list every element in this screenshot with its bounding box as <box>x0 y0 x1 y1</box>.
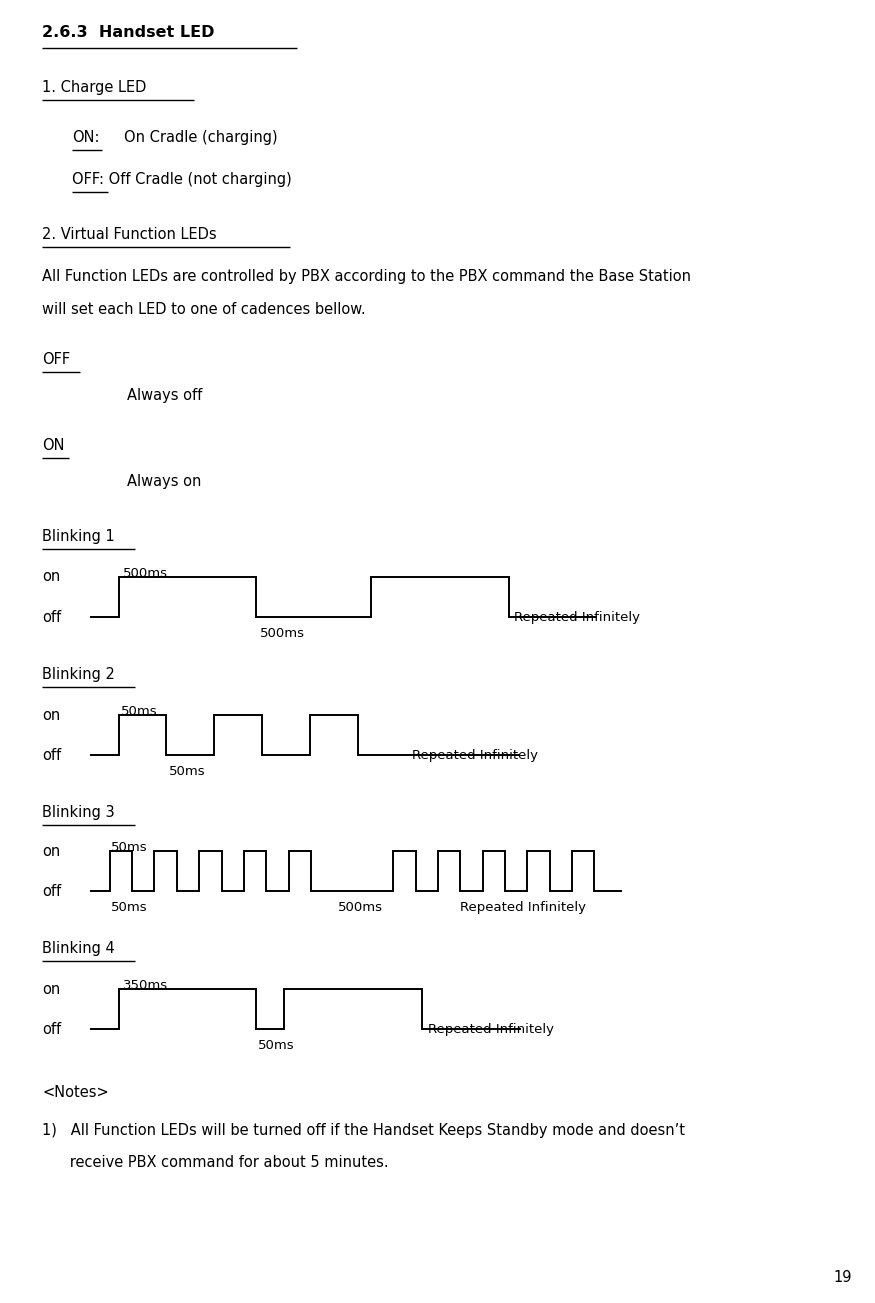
Text: receive PBX command for about 5 minutes.: receive PBX command for about 5 minutes. <box>42 1154 388 1170</box>
Text: On Cradle (charging): On Cradle (charging) <box>124 130 277 145</box>
Text: 350ms: 350ms <box>123 979 168 992</box>
Text: on: on <box>42 981 60 997</box>
Text: 500ms: 500ms <box>261 627 305 640</box>
Text: <Notes>: <Notes> <box>42 1085 108 1100</box>
Text: Blinking 1: Blinking 1 <box>42 529 115 543</box>
Text: off: off <box>42 883 61 899</box>
Text: on: on <box>42 843 60 859</box>
Text: 19: 19 <box>834 1270 852 1285</box>
Text: ON:: ON: <box>72 130 100 145</box>
Text: 50ms: 50ms <box>111 900 147 913</box>
Text: OFF: OFF <box>42 352 70 367</box>
Text: 50ms: 50ms <box>111 840 147 853</box>
Text: Always on: Always on <box>127 474 201 489</box>
Text: 2.6.3  Handset LED: 2.6.3 Handset LED <box>42 25 214 40</box>
Text: off: off <box>42 610 61 624</box>
Text: 1)   All Function LEDs will be turned off if the Handset Keeps Standby mode and : 1) All Function LEDs will be turned off … <box>42 1123 685 1138</box>
Text: Blinking 3: Blinking 3 <box>42 805 115 820</box>
Text: 1. Charge LED: 1. Charge LED <box>42 79 146 95</box>
Text: 500ms: 500ms <box>123 567 168 580</box>
Text: Always off: Always off <box>127 388 202 403</box>
Text: Blinking 4: Blinking 4 <box>42 941 115 956</box>
Text: off: off <box>42 1022 61 1036</box>
Text: OFF: Off Cradle (not charging): OFF: Off Cradle (not charging) <box>72 172 291 188</box>
Text: Blinking 2: Blinking 2 <box>42 667 115 681</box>
Text: 50ms: 50ms <box>258 1038 295 1052</box>
Text: Repeated Infinitely: Repeated Infinitely <box>411 748 537 761</box>
Text: Repeated Infinitely: Repeated Infinitely <box>428 1023 554 1036</box>
Text: Repeated Infinitely: Repeated Infinitely <box>460 900 586 913</box>
Text: ON: ON <box>42 438 65 453</box>
Text: will set each LED to one of cadences bellow.: will set each LED to one of cadences bel… <box>42 302 366 317</box>
Text: 50ms: 50ms <box>169 765 205 778</box>
Text: All Function LEDs are controlled by PBX according to the PBX command the Base St: All Function LEDs are controlled by PBX … <box>42 268 691 284</box>
Text: 2. Virtual Function LEDs: 2. Virtual Function LEDs <box>42 227 217 242</box>
Text: off: off <box>42 748 61 762</box>
Text: 50ms: 50ms <box>121 705 158 718</box>
Text: Repeated Infinitely: Repeated Infinitely <box>514 611 640 624</box>
Text: 500ms: 500ms <box>338 900 383 913</box>
Text: on: on <box>42 569 60 585</box>
Text: on: on <box>42 708 60 722</box>
